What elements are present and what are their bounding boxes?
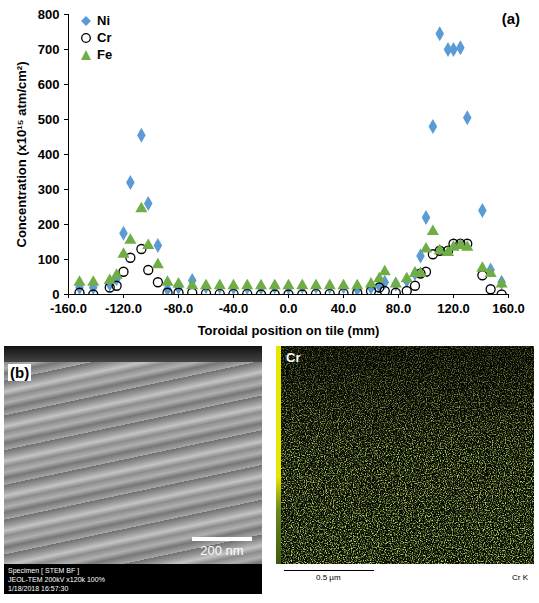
svg-text:500: 500	[38, 112, 60, 127]
html-text:Specimen [ STEM BF ]: Specimen [ STEM BF ]	[8, 567, 80, 574]
svg-text:300: 300	[38, 182, 60, 197]
svg-text:0.0: 0.0	[279, 301, 297, 316]
html-text:200 nm: 200 nm	[200, 543, 244, 558]
svg-text:Toroidal position on tile (mm): Toroidal position on tile (mm)	[198, 323, 380, 338]
svg-text:160.0: 160.0	[492, 301, 525, 316]
svg-text:-160.0: -160.0	[50, 301, 87, 316]
svg-text:600: 600	[38, 77, 60, 92]
svg-text:400: 400	[38, 147, 60, 162]
svg-text:120.0: 120.0	[437, 301, 470, 316]
html-text:Cr: Cr	[97, 30, 112, 45]
html-text:0.5 µm: 0.5 µm	[316, 573, 341, 582]
svg-text:-80.0: -80.0	[164, 301, 194, 316]
html-text:Cr K: Cr K	[512, 573, 528, 582]
svg-text:100: 100	[38, 252, 60, 267]
svg-text:800: 800	[38, 7, 60, 22]
svg-text:Concentration (x10¹⁵ atm/cm²): Concentration (x10¹⁵ atm/cm²)	[14, 62, 29, 248]
svg-text:80.0: 80.0	[386, 301, 411, 316]
html-text:Ni: Ni	[97, 13, 110, 28]
svg-text:200: 200	[38, 217, 60, 232]
svg-text:-120.0: -120.0	[105, 301, 142, 316]
svg-text:-40.0: -40.0	[219, 301, 249, 316]
html-text:Cr: Cr	[286, 350, 301, 365]
html-text:JEOL-TEM 200kV x120k 100%: JEOL-TEM 200kV x120k 100%	[8, 576, 105, 583]
html-text:(b): (b)	[10, 364, 30, 381]
svg-text:0: 0	[52, 287, 59, 302]
html-text:(a): (a)	[501, 10, 520, 27]
svg-text:700: 700	[38, 42, 60, 57]
html-text:Fe: Fe	[97, 47, 113, 62]
svg-text:40.0: 40.0	[331, 301, 356, 316]
html-text:1/18/2018 16:57:30: 1/18/2018 16:57:30	[8, 585, 69, 592]
